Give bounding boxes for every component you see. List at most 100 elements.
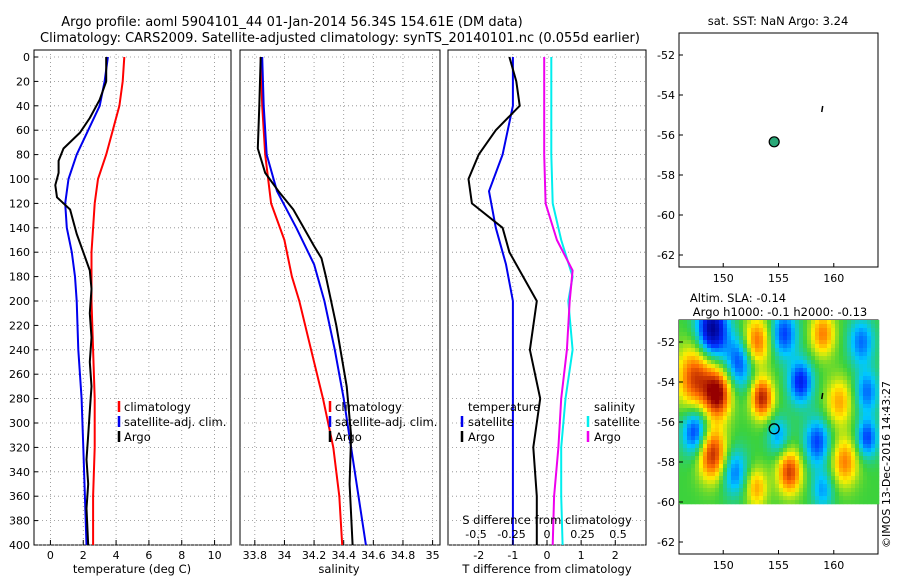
sla-cell — [811, 380, 816, 385]
sla-cell — [791, 356, 796, 361]
sla-cell — [863, 320, 868, 325]
sla-cell — [771, 404, 776, 409]
sla-cell — [863, 340, 868, 345]
sla-cell — [767, 396, 772, 401]
sla-cell — [779, 432, 784, 437]
sla-cell — [871, 320, 876, 325]
sla-cell — [855, 360, 860, 365]
sla-cell — [719, 400, 724, 405]
sla-cell — [811, 448, 816, 453]
sla-cell — [855, 488, 860, 493]
sla-cell — [823, 344, 828, 349]
sla-cell — [751, 472, 756, 477]
sla-cell — [811, 452, 816, 457]
sla-cell — [839, 336, 844, 341]
sla-cell — [751, 456, 756, 461]
sla-cell — [803, 368, 808, 373]
sla-cell — [703, 464, 708, 469]
sla-cell — [731, 372, 736, 377]
sla-cell — [779, 360, 784, 365]
sla-cell — [787, 396, 792, 401]
sla-cell — [791, 344, 796, 349]
sla-cell — [831, 440, 836, 445]
sla-cell — [691, 436, 696, 441]
temperature-panel — [33, 49, 232, 546]
sla-cell — [711, 320, 716, 325]
sla-cell — [755, 432, 760, 437]
sla-cell — [827, 428, 832, 433]
sla-cell — [811, 324, 816, 329]
sla-cell — [863, 424, 868, 429]
sla-cell — [799, 364, 804, 369]
sla-cell — [687, 328, 692, 333]
sla-cell — [847, 356, 852, 361]
sla-cell — [799, 432, 804, 437]
sla-cell — [691, 416, 696, 421]
sla-cell — [823, 336, 828, 341]
sla-cell — [775, 408, 780, 413]
sla-cell — [835, 396, 840, 401]
sla-cell — [687, 416, 692, 421]
sla-cell — [807, 456, 812, 461]
sla-cell — [819, 336, 824, 341]
sla-cell — [791, 376, 796, 381]
sla-cell — [791, 436, 796, 441]
sla-cell — [707, 332, 712, 337]
sla-cell — [807, 448, 812, 453]
sla-cell — [683, 428, 688, 433]
sla-cell — [739, 464, 744, 469]
sla-cell — [711, 396, 716, 401]
sla-cell — [843, 384, 848, 389]
sla-cell — [839, 488, 844, 493]
sla-cell — [831, 352, 836, 357]
sla-cell — [751, 448, 756, 453]
sla-cell — [831, 468, 836, 473]
sla-cell — [831, 432, 836, 437]
sla-cell — [683, 372, 688, 377]
s-tick-label: 0 — [544, 528, 551, 541]
sla-cell — [843, 364, 848, 369]
sla-cell — [751, 320, 756, 325]
sla-cell — [831, 368, 836, 373]
sla-cell — [803, 484, 808, 489]
sla-cell — [707, 328, 712, 333]
sla-cell — [855, 320, 860, 325]
sla-cell — [871, 356, 876, 361]
sla-cell — [867, 440, 872, 445]
sla-cell — [859, 456, 864, 461]
sla-cell — [871, 440, 876, 445]
sla-cell — [863, 336, 868, 341]
sla-cell — [803, 388, 808, 393]
sla-cell — [811, 444, 816, 449]
sla-cell — [735, 484, 740, 489]
sla-cell — [707, 500, 712, 505]
sla-cell — [863, 400, 868, 405]
sla-cell — [787, 432, 792, 437]
sla-cell — [719, 432, 724, 437]
sla-cell — [707, 416, 712, 421]
sla-cell — [695, 408, 700, 413]
sla-cell — [683, 332, 688, 337]
sla-cell — [727, 480, 732, 485]
sla-cell — [755, 456, 760, 461]
sla-cell — [679, 400, 684, 405]
sla-cell — [807, 460, 812, 465]
sla-cell — [731, 444, 736, 449]
sla-cell — [835, 472, 840, 477]
sla-cell — [875, 388, 880, 393]
sla-cell — [727, 468, 732, 473]
sla-cell — [775, 388, 780, 393]
sla-cell — [783, 400, 788, 405]
sla-cell — [803, 328, 808, 333]
sla-cell — [715, 384, 720, 389]
title-line-1: Argo profile: aoml 5904101_44 01-Jan-201… — [61, 15, 522, 30]
sla-cell — [799, 352, 804, 357]
sla-cell — [739, 352, 744, 357]
sla-cell — [699, 372, 704, 377]
sla-cell — [683, 436, 688, 441]
sla-cell — [859, 436, 864, 441]
sla-cell — [783, 360, 788, 365]
sla-cell — [783, 392, 788, 397]
sla-cell — [747, 416, 752, 421]
sla-cell — [683, 408, 688, 413]
